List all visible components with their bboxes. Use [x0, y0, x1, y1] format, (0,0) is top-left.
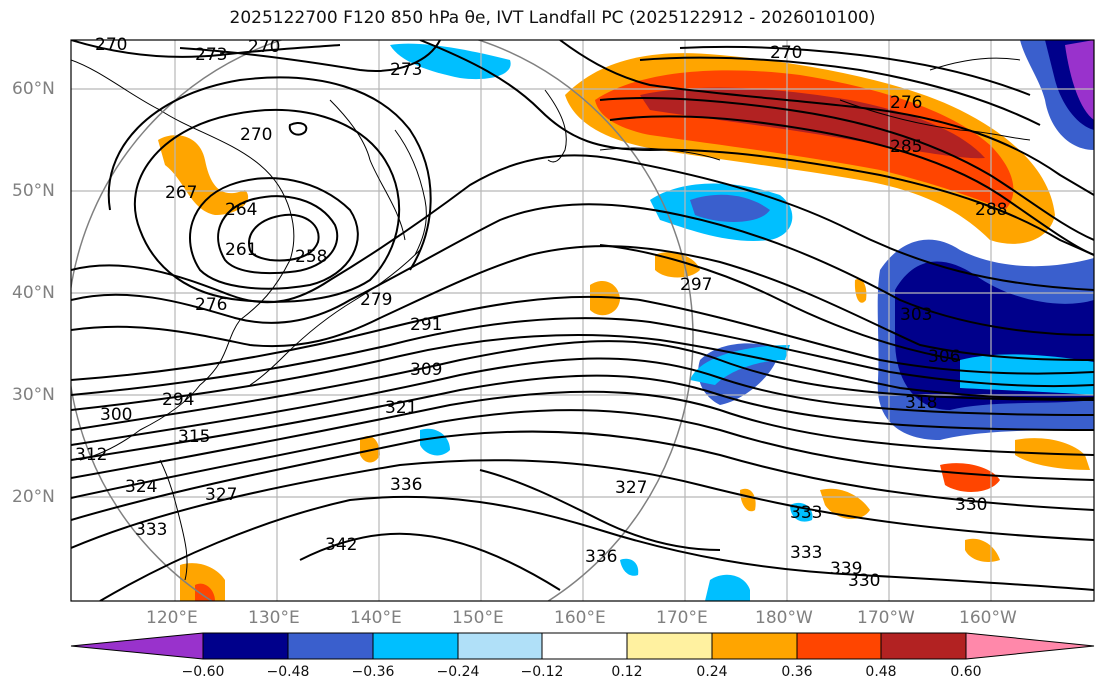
colorbar-tick-label: −0.60 [181, 664, 225, 680]
contour-label: 285 [890, 137, 922, 157]
contour-label: 327 [205, 485, 237, 505]
colorbar-tick-label: 0.24 [696, 664, 728, 680]
colorbar-segment [797, 633, 881, 659]
colorbar-tick-label: 0.60 [950, 664, 982, 680]
colorbar [70, 632, 1095, 660]
colorbar-segment [881, 633, 966, 659]
lon-label: 120°E [146, 608, 198, 628]
contour-label: 273 [195, 45, 227, 65]
contour-label: 276 [195, 295, 227, 315]
contour-label: 270 [248, 37, 280, 57]
contour-label: 321 [385, 398, 417, 418]
lon-label: 160°W [959, 608, 1017, 628]
colorbar-tick-label: −0.36 [351, 664, 395, 680]
contour-label: 342 [325, 535, 357, 555]
lat-label: 60°N [12, 79, 55, 99]
contour-label: 300 [100, 405, 132, 425]
colorbar-segment [373, 633, 458, 659]
contour-label: 279 [360, 290, 392, 310]
contour-label: 270 [95, 35, 127, 55]
contour-label: 330 [848, 571, 880, 591]
lon-label: 170°W [857, 608, 915, 628]
lon-label: 180°W [755, 608, 813, 628]
contour-label: 336 [390, 475, 422, 495]
contour-label: 270 [770, 43, 802, 63]
domain-circle [71, 40, 694, 601]
lon-label: 140°E [350, 608, 402, 628]
contour-label: 330 [955, 495, 987, 515]
contour-label: 261 [225, 240, 257, 260]
contour-label: 294 [162, 390, 194, 410]
colorbar-tick-label: 0.12 [611, 664, 643, 680]
colorbar-segment [712, 633, 797, 659]
plot-frame [70, 39, 1095, 602]
contour-label: 324 [125, 477, 157, 497]
contour-label: 312 [75, 445, 107, 465]
lat-label: 50°N [12, 181, 55, 201]
contour-label: 306 [928, 347, 960, 367]
colorbar-low-extend [71, 633, 203, 659]
contour-label: 336 [585, 547, 617, 567]
contour-label: 273 [390, 60, 422, 80]
contour-label: 333 [790, 503, 822, 523]
contour-label: 276 [890, 93, 922, 113]
contour-label: 339 [830, 559, 862, 579]
shading-layer [158, 40, 1094, 601]
gridlines [71, 40, 1094, 601]
contour-label: 297 [680, 275, 712, 295]
lon-label: 150°E [452, 608, 504, 628]
colorbar-tick-label: 0.48 [865, 664, 897, 680]
colorbar-high-extend [966, 633, 1094, 659]
contour-label: 267 [165, 183, 197, 203]
colorbar-tick-label: −0.12 [520, 664, 564, 680]
colorbar-segment [627, 633, 712, 659]
colorbar-tick-label: −0.48 [266, 664, 310, 680]
contour-label: 327 [615, 478, 647, 498]
colorbar-tick-label: 0.36 [781, 664, 813, 680]
contour-label: 318 [905, 393, 937, 413]
lat-label: 40°N [12, 283, 55, 303]
contour-label: 258 [295, 247, 327, 267]
contour-label: 333 [790, 543, 822, 563]
theta-e-contours [71, 40, 1094, 601]
contour-label: 315 [178, 427, 210, 447]
contour-label: 333 [135, 520, 167, 540]
contour-label: 309 [410, 360, 442, 380]
colorbar-segment [288, 633, 373, 659]
colorbar-segment [203, 633, 288, 659]
lat-label: 30°N [12, 385, 55, 405]
colorbar-segment [542, 633, 627, 659]
lat-label: 20°N [12, 487, 55, 507]
contour-label: 264 [225, 200, 257, 220]
colorbar-segment [458, 633, 542, 659]
lon-label: 130°E [248, 608, 300, 628]
lon-label: 160°E [554, 608, 606, 628]
contour-label: 291 [410, 315, 442, 335]
lon-label: 170°E [656, 608, 708, 628]
colorbar-tick-label: −0.24 [436, 664, 480, 680]
contour-label: 270 [240, 125, 272, 145]
contour-label: 288 [975, 200, 1007, 220]
contour-label: 303 [900, 305, 932, 325]
map-title: 2025122700 F120 850 hPa θe, IVT Landfall… [229, 8, 876, 28]
